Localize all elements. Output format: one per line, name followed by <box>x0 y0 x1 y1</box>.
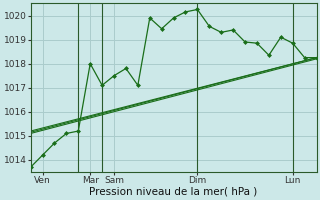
X-axis label: Pression niveau de la mer( hPa ): Pression niveau de la mer( hPa ) <box>90 187 258 197</box>
